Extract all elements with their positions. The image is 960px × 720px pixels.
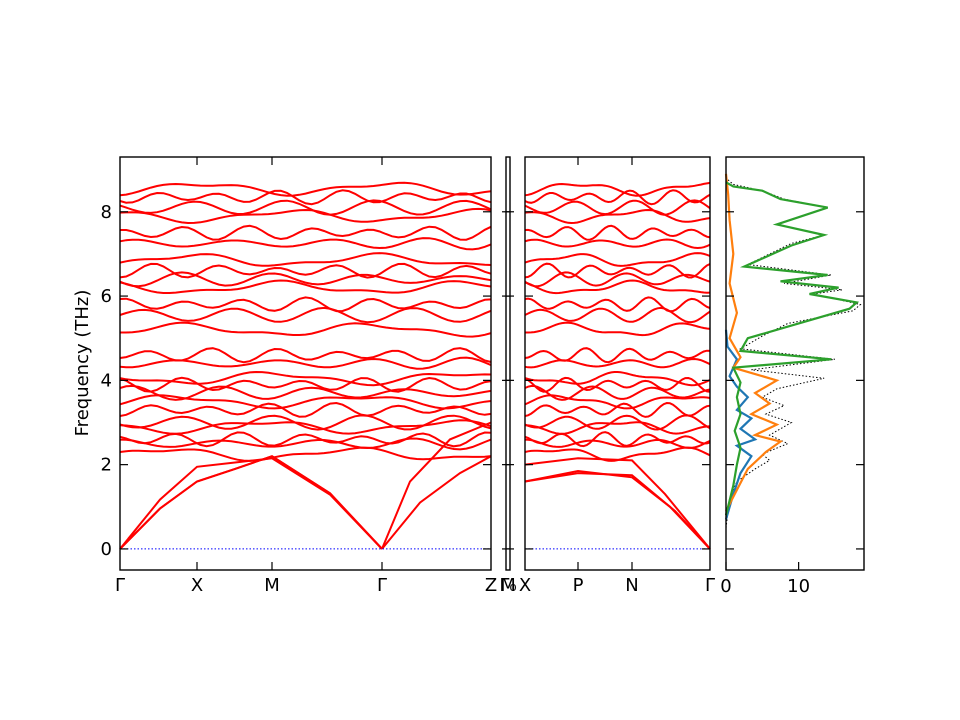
x-tick-label: X: [519, 575, 531, 596]
acoustic-branch: [524, 457, 711, 550]
band-line: [524, 252, 711, 267]
band-line: [524, 271, 711, 288]
dos-panel-frame: [725, 156, 865, 571]
dos-x-tick-label: 0: [720, 576, 731, 597]
band-line: [524, 357, 711, 369]
band-line: [524, 347, 711, 364]
band-panel-2-frame: [505, 156, 511, 571]
acoustic-branch: [119, 457, 383, 550]
x-tick-label: N: [625, 575, 638, 596]
y-tick-label: 4: [101, 370, 112, 391]
band-line: [119, 279, 492, 294]
band-line: [120, 224, 492, 241]
band-line: [119, 237, 492, 251]
band-line: [524, 394, 711, 410]
band-line: [524, 385, 711, 401]
band-line: [524, 401, 711, 418]
band-line: [524, 224, 711, 241]
band-panel-3-frame: [524, 156, 711, 571]
dos-series-0: [725, 177, 862, 528]
band-line: [525, 321, 711, 337]
x-tick-label: Z: [485, 575, 497, 596]
band-line: [119, 207, 492, 225]
band-line: [119, 181, 492, 197]
band-line: [119, 262, 492, 279]
y-tick-label: 2: [101, 455, 112, 476]
band-line: [120, 321, 492, 338]
band-line: [119, 394, 492, 410]
acoustic-branch: [119, 455, 383, 550]
band-line: [119, 347, 492, 364]
x-tick-label: Γ: [705, 575, 715, 596]
band-line: [524, 208, 711, 225]
band-panel-1-frame: [119, 156, 492, 571]
acoustic-branch: [524, 472, 711, 550]
band-line: [119, 252, 492, 267]
acoustic-branch: [119, 455, 383, 550]
band-line: [524, 189, 711, 206]
band-line: [524, 279, 711, 295]
dos-series-2: [724, 173, 784, 512]
x-tick-label: Γ₀: [499, 575, 516, 596]
band-line: [119, 271, 492, 288]
dos-x-tick-label: 10: [787, 576, 810, 597]
band-structure-lines: [119, 181, 711, 550]
band-line: [524, 431, 711, 448]
band-line: [524, 181, 711, 197]
band-line: [524, 199, 711, 216]
x-tick-label: M: [264, 575, 280, 596]
band-line: [524, 262, 711, 279]
band-line: [119, 437, 492, 451]
x-tick-label: M: [500, 575, 516, 596]
band-line: [119, 431, 492, 448]
dos-series-3: [724, 181, 860, 516]
x-tick-label: Γ: [115, 575, 125, 596]
band-line: [119, 296, 492, 313]
band-line: [119, 446, 492, 462]
acoustic-branch: [381, 455, 492, 550]
band-line: [119, 414, 492, 431]
band-line: [524, 371, 711, 387]
band-line: [524, 238, 711, 250]
band-line: [524, 414, 711, 431]
x-tick-label: X: [191, 575, 203, 596]
x-tick-label: Γ: [377, 575, 387, 596]
band-line: [524, 421, 711, 435]
band-line: [119, 401, 492, 418]
band-line: [119, 199, 492, 216]
band-line: [119, 384, 492, 401]
y-axis-label: Frequency (THz): [72, 290, 93, 437]
y-tick-label: 0: [101, 539, 112, 560]
y-tick-label: 8: [101, 202, 112, 223]
x-tick-label: P: [573, 575, 584, 596]
band-line: [119, 189, 492, 206]
band-line: [524, 306, 711, 324]
band-line: [524, 296, 711, 313]
band-line: [524, 438, 711, 449]
band-line: [119, 306, 492, 324]
band-line: [119, 419, 492, 435]
acoustic-branch: [381, 421, 492, 550]
y-tick-label: 6: [101, 286, 112, 307]
band-line: [119, 370, 492, 387]
dos-curves: [724, 173, 862, 528]
band-line: [119, 376, 492, 393]
acoustic-branch: [524, 469, 711, 550]
